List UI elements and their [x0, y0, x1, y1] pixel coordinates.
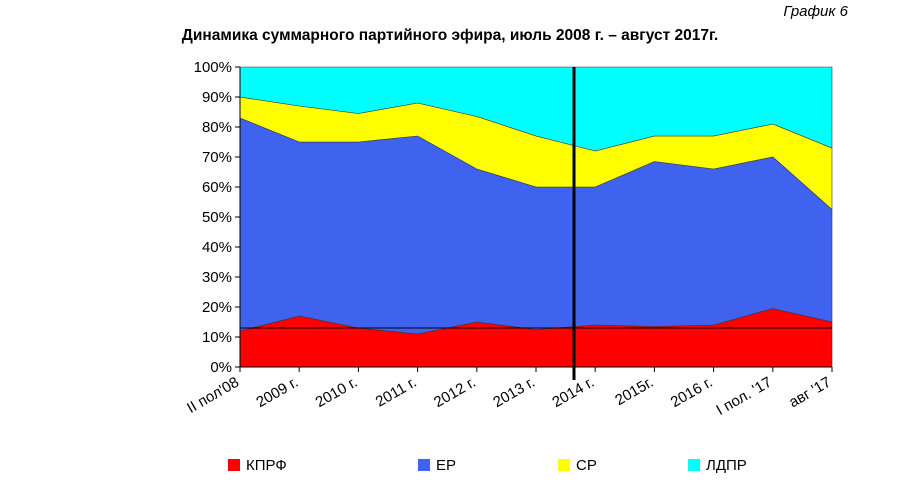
y-tick-label: 80% [202, 119, 232, 136]
y-tick-label: 30% [202, 269, 232, 286]
y-tick-label: 10% [202, 329, 232, 346]
legend-swatch [558, 459, 570, 471]
area [239, 66, 833, 152]
legend-label: СР [576, 457, 597, 474]
x-tick-label: 2013 г. [490, 374, 538, 411]
legend-swatch [418, 459, 430, 471]
x-tick-label: 2015г. [612, 374, 656, 409]
x-tick-label: авг '17 [786, 374, 834, 411]
y-tick-label: 20% [202, 299, 232, 316]
legend-swatch [688, 459, 700, 471]
y-tick-label: 100% [194, 59, 232, 76]
x-tick-label: 2012 г. [431, 374, 479, 411]
y-tick-label: 50% [202, 209, 232, 226]
y-tick-label: 70% [202, 149, 232, 166]
chart-title: Динамика суммарного партийного эфира, ию… [182, 27, 718, 44]
legend-label: ЕР [436, 457, 456, 474]
x-tick-label: 2009 г. [253, 374, 301, 411]
x-tick-label: 2016 г. [668, 374, 716, 411]
legend-swatch [228, 459, 240, 471]
y-tick-label: 0% [210, 359, 232, 376]
y-tick-label: 90% [202, 89, 232, 106]
legend-label: ЛДПР [706, 457, 747, 474]
x-tick-label: 2011 г. [373, 374, 420, 411]
y-tick-label: 60% [202, 179, 232, 196]
chart-subtitle: График 6 [783, 3, 848, 20]
x-tick-label: I пол. '17 [713, 374, 774, 419]
x-tick-label: 2010 г. [313, 374, 361, 411]
x-tick-label: II пол'08 [184, 374, 242, 417]
legend-label: КПРФ [246, 457, 287, 474]
y-tick-label: 40% [202, 239, 232, 256]
